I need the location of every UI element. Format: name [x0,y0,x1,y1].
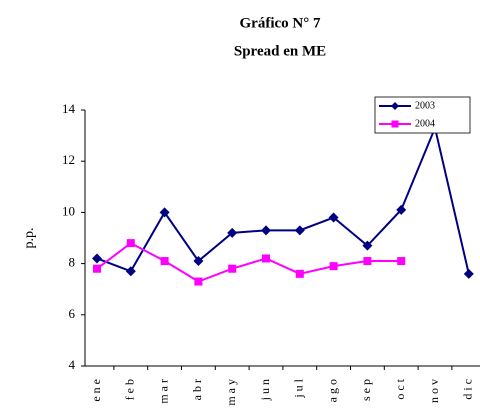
chart-title: Gráfico N° 7 [240,15,321,31]
point [228,264,237,273]
x-tick-label: jul [292,376,306,399]
chart-subtitle: Spread en ME [234,43,326,59]
x-tick-label: dic [461,376,475,400]
point [463,268,474,279]
point [159,207,170,218]
point [92,253,102,264]
point [261,225,271,236]
legend-box [374,96,471,134]
legend-label: 2004 [415,118,435,129]
x-tick-label: sep [359,376,373,401]
point [328,212,339,223]
y-tick-label: 8 [69,255,76,270]
series-line [96,241,402,283]
point [363,257,372,266]
x-tick-label: abr [190,376,204,400]
y-tick-label: 14 [62,101,76,116]
point [193,256,204,267]
point [362,240,373,251]
point [396,204,407,215]
y-tick-label: 12 [62,152,75,167]
point [262,254,270,263]
point [329,262,338,271]
x-tick-label: feb [123,376,137,400]
point [126,239,135,248]
x-tick-label: ago [325,376,339,402]
point [194,277,203,286]
legend-label: 2003 [415,100,435,111]
point [125,266,136,277]
legend-marker [391,102,399,110]
point [294,225,305,236]
point [160,257,169,266]
legend-marker [391,120,399,128]
x-tick-label: nov [427,376,441,403]
point [227,227,238,238]
y-axis-label: p.p. [22,228,37,249]
x-tick-label: ene [89,376,103,402]
series-line [96,124,470,275]
x-tick-label: jun [258,376,272,401]
point [93,264,101,273]
y-tick-label: 6 [69,306,76,321]
y-tick-label: 4 [69,357,76,372]
x-tick-label: oct [393,376,407,400]
point [397,257,406,266]
x-tick-label: mar [156,376,170,404]
y-tick-label: 10 [62,203,75,218]
x-tick-label: may [224,376,238,406]
point [295,269,304,278]
